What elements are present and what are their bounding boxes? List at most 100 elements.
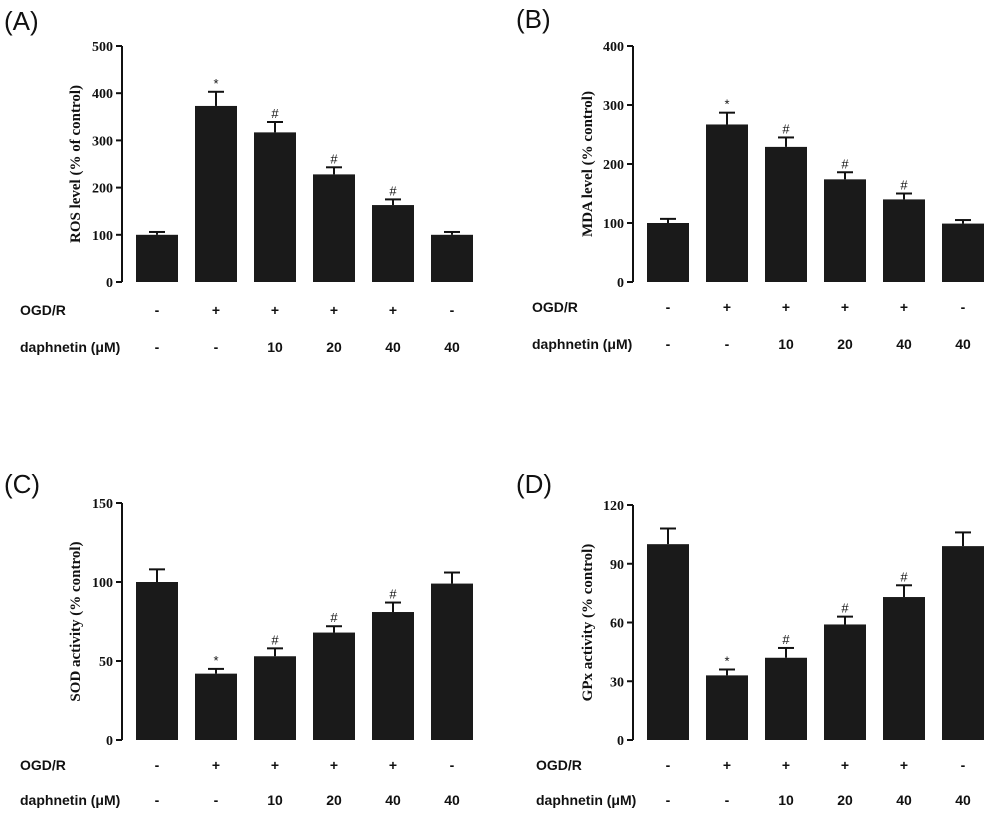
panel-letter: (A) — [4, 6, 39, 36]
condition-cell: 20 — [326, 339, 342, 355]
panel-letter: (D) — [516, 469, 552, 499]
bar — [431, 234, 473, 282]
condition-cell: - — [961, 757, 966, 773]
y-tick-label: 100 — [92, 229, 113, 244]
panel-c: (C) SOD activity (% control) 0 50 100 150 * # # #… — [4, 469, 473, 808]
condition-cell: + — [900, 757, 908, 773]
y-tick-label: 150 — [92, 497, 113, 512]
bar — [372, 205, 414, 282]
y-axis-label: SOD activity (% control) — [68, 541, 84, 701]
bar — [765, 657, 807, 740]
condition-cell: + — [330, 757, 338, 773]
condition-row-label: OGD/R — [532, 299, 578, 315]
condition-cell: 20 — [837, 336, 853, 352]
bar — [706, 124, 748, 282]
condition-cell: + — [389, 757, 397, 773]
y-tick-label: 50 — [99, 655, 113, 670]
y-tick-label: 500 — [92, 40, 113, 55]
significance-marker: # — [900, 569, 908, 584]
bar — [313, 174, 355, 282]
condition-cell: + — [330, 302, 338, 318]
bar — [372, 612, 414, 740]
bar — [647, 223, 689, 282]
significance-marker: # — [841, 156, 849, 171]
significance-marker: # — [330, 151, 338, 166]
y-tick-label: 300 — [92, 134, 113, 149]
bar — [765, 146, 807, 282]
bar — [824, 624, 866, 740]
condition-row-label: daphnetin (μM) — [20, 792, 120, 808]
y-tick-label: 60 — [610, 617, 624, 632]
y-tick-label: 0 — [106, 276, 113, 291]
condition-cell: 40 — [955, 792, 971, 808]
panel-b: (B) MDA level (% control) 0 100 200 300 400 * # #… — [516, 4, 984, 352]
y-axis-label: MDA level (% control) — [580, 91, 596, 237]
y-axis-label: ROS level (% of control) — [68, 85, 84, 243]
condition-cell: - — [155, 302, 160, 318]
y-tick-label: 120 — [603, 499, 624, 514]
condition-cell: 40 — [385, 792, 401, 808]
panel-a: (A) ROS level (% of control) 0 100 200 300 400… — [4, 6, 473, 355]
condition-cell: 40 — [896, 336, 912, 352]
condition-cell: 40 — [955, 336, 971, 352]
condition-cell: - — [725, 336, 730, 352]
y-tick-label: 90 — [610, 558, 624, 573]
condition-cell: - — [450, 757, 455, 773]
panel-letter: (B) — [516, 4, 551, 34]
condition-cell: + — [782, 299, 790, 315]
condition-cell: - — [725, 792, 730, 808]
condition-row-label: daphnetin (μM) — [20, 339, 120, 355]
significance-marker: # — [271, 632, 279, 647]
condition-cell: - — [666, 792, 671, 808]
y-tick-label: 400 — [92, 87, 113, 102]
bar — [824, 179, 866, 282]
panel-letter: (C) — [4, 469, 40, 499]
bar — [254, 656, 296, 740]
condition-cell: - — [666, 757, 671, 773]
condition-cell: - — [155, 757, 160, 773]
condition-cell: + — [841, 299, 849, 315]
significance-marker: # — [900, 178, 908, 193]
y-tick-label: 400 — [603, 40, 624, 55]
condition-row-label: OGD/R — [20, 302, 66, 318]
condition-cell: - — [450, 302, 455, 318]
y-tick-label: 30 — [610, 675, 624, 690]
condition-cell: - — [155, 792, 160, 808]
condition-cell: 20 — [837, 792, 853, 808]
bar — [431, 583, 473, 740]
condition-cell: 10 — [778, 336, 794, 352]
condition-row-label: OGD/R — [20, 757, 66, 773]
significance-marker: * — [213, 76, 218, 91]
condition-row-label: daphnetin (μM) — [536, 792, 636, 808]
bar — [883, 597, 925, 740]
condition-cell: + — [782, 757, 790, 773]
condition-cell: 40 — [444, 339, 460, 355]
condition-cell: 10 — [267, 792, 283, 808]
bar — [706, 675, 748, 740]
significance-marker: * — [213, 653, 218, 668]
y-tick-label: 200 — [603, 158, 624, 173]
bar — [313, 632, 355, 740]
y-tick-label: 100 — [92, 576, 113, 591]
y-tick-label: 100 — [603, 217, 624, 232]
y-tick-label: 0 — [617, 276, 624, 291]
significance-marker: # — [782, 632, 790, 647]
y-tick-label: 200 — [92, 182, 113, 197]
bar — [647, 544, 689, 740]
bar — [883, 199, 925, 282]
significance-marker: # — [271, 106, 279, 121]
condition-cell: 20 — [326, 792, 342, 808]
significance-marker: # — [389, 587, 397, 602]
condition-cell: + — [389, 302, 397, 318]
condition-cell: - — [214, 339, 219, 355]
condition-cell: + — [841, 757, 849, 773]
condition-cell: 40 — [444, 792, 460, 808]
bar — [195, 673, 237, 740]
y-tick-label: 0 — [617, 734, 624, 749]
panel-d: (D) GPx activity (% control) 0 30 60 90 120 * # #… — [516, 469, 984, 808]
significance-marker: * — [724, 654, 729, 669]
condition-cell: 40 — [896, 792, 912, 808]
condition-cell: - — [155, 339, 160, 355]
condition-row-label: OGD/R — [536, 757, 582, 773]
bar — [942, 223, 984, 282]
